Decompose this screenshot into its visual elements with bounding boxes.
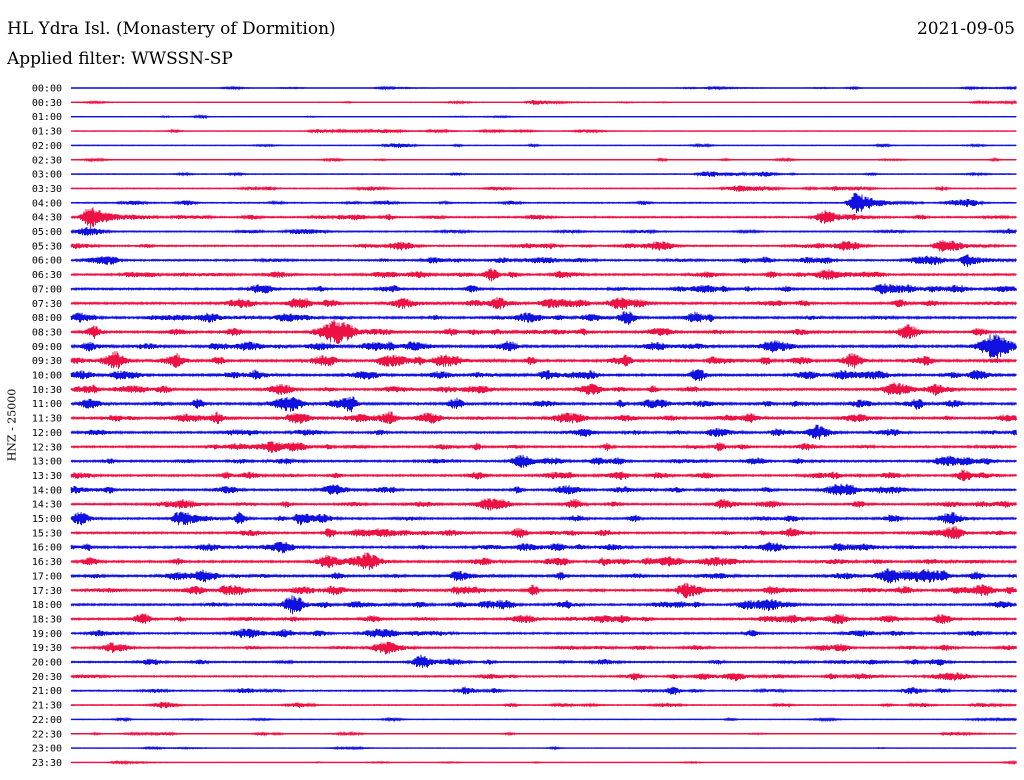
row-label-0730: 07:30 bbox=[32, 299, 62, 310]
row-label-0230: 02:30 bbox=[32, 155, 62, 166]
row-label-2000: 20:00 bbox=[32, 658, 62, 669]
row-label-1100: 11:00 bbox=[32, 399, 62, 410]
trace-0430 bbox=[70, 207, 1017, 229]
row-label-0700: 07:00 bbox=[32, 284, 62, 295]
row-label-1530: 15:30 bbox=[32, 528, 62, 539]
row-label-2300: 23:00 bbox=[32, 744, 62, 755]
row-label-0530: 05:30 bbox=[32, 241, 62, 252]
row-label-2200: 22:00 bbox=[32, 715, 62, 726]
row-label-1700: 17:00 bbox=[32, 571, 62, 582]
row-label-0100: 01:00 bbox=[32, 112, 62, 123]
seismogram-traces bbox=[70, 85, 1017, 766]
row-label-1400: 14:00 bbox=[32, 485, 62, 496]
row-label-0330: 03:30 bbox=[32, 184, 62, 195]
row-label-0300: 03:00 bbox=[32, 170, 62, 181]
row-label-1730: 17:30 bbox=[32, 586, 62, 597]
station-title: HL Ydra Isl. (Monastery of Dormition) bbox=[7, 19, 336, 39]
row-label-0600: 06:00 bbox=[32, 256, 62, 267]
row-label-2330: 23:30 bbox=[32, 758, 62, 769]
row-label-1300: 13:00 bbox=[32, 457, 62, 468]
row-label-1930: 19:30 bbox=[32, 643, 62, 654]
row-label-2230: 22:30 bbox=[32, 729, 62, 740]
row-label-0000: 00:00 bbox=[32, 84, 62, 95]
filter-label: Applied filter: WWSSN-SP bbox=[7, 49, 233, 69]
row-label-0430: 04:30 bbox=[32, 213, 62, 224]
row-label-0030: 00:30 bbox=[32, 98, 62, 109]
row-label-0400: 04:00 bbox=[32, 198, 62, 209]
row-label-0930: 09:30 bbox=[32, 356, 62, 367]
row-label-0500: 05:00 bbox=[32, 227, 62, 238]
row-label-0800: 08:00 bbox=[32, 313, 62, 324]
row-label-2130: 21:30 bbox=[32, 701, 62, 712]
row-label-2030: 20:30 bbox=[32, 672, 62, 683]
row-label-1000: 10:00 bbox=[32, 371, 62, 382]
row-label-1130: 11:30 bbox=[32, 414, 62, 425]
row-label-1230: 12:30 bbox=[32, 442, 62, 453]
row-label-1630: 16:30 bbox=[32, 557, 62, 568]
row-label-1800: 18:00 bbox=[32, 600, 62, 611]
row-label-2100: 21:00 bbox=[32, 686, 62, 697]
row-label-0130: 01:30 bbox=[32, 127, 62, 138]
row-label-0630: 06:30 bbox=[32, 270, 62, 281]
row-label-1600: 16:00 bbox=[32, 543, 62, 554]
row-label-0900: 09:00 bbox=[32, 342, 62, 353]
record-date: 2021-09-05 bbox=[916, 19, 1015, 39]
row-time-labels: 00:00 00:30 01:00 01:30 02:00 02:30 03:00 03:30… bbox=[32, 84, 62, 769]
row-label-1200: 12:00 bbox=[32, 428, 62, 439]
row-label-0830: 08:30 bbox=[32, 327, 62, 338]
row-label-1330: 13:30 bbox=[32, 471, 62, 482]
row-label-1830: 18:30 bbox=[32, 614, 62, 625]
row-label-0200: 02:00 bbox=[32, 141, 62, 152]
row-label-1900: 19:00 bbox=[32, 629, 62, 640]
row-label-1030: 10:30 bbox=[32, 385, 62, 396]
row-label-1500: 15:00 bbox=[32, 514, 62, 525]
row-label-1430: 14:30 bbox=[32, 500, 62, 511]
